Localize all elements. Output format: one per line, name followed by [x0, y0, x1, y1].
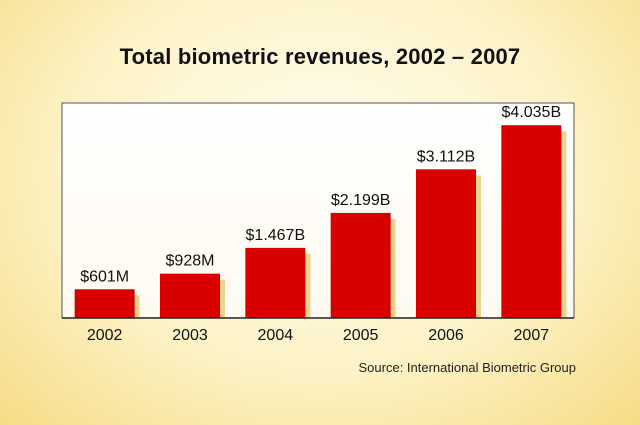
bar-2002 — [74, 289, 135, 318]
value-label-2006: $3.112B — [417, 148, 475, 165]
bar-2004 — [245, 247, 306, 318]
bar-2007 — [501, 125, 562, 318]
x-tick-label-2004: 2004 — [258, 327, 294, 344]
x-tick-label-2005: 2005 — [343, 327, 379, 344]
x-tick-label-2002: 2002 — [87, 327, 123, 344]
value-label-2005: $2.199B — [331, 192, 391, 209]
bar-2003 — [160, 273, 220, 318]
x-tick-label-2003: 2003 — [172, 327, 208, 344]
value-label-2002: $601M — [80, 268, 129, 285]
bar-2006 — [416, 169, 476, 318]
value-label-2003: $928M — [166, 253, 215, 270]
plot-area — [61, 102, 575, 319]
bar-2005 — [330, 212, 391, 318]
x-tick-label-2006: 2006 — [428, 327, 464, 344]
x-tick-label-2007: 2007 — [514, 327, 550, 344]
value-label-2004: $1.467B — [246, 227, 306, 244]
source-note: Source: International Biometric Group — [358, 360, 577, 375]
value-label-2007: $4.035B — [502, 104, 562, 121]
chart-title: Total biometric revenues, 2002 – 2007 — [119, 44, 521, 69]
